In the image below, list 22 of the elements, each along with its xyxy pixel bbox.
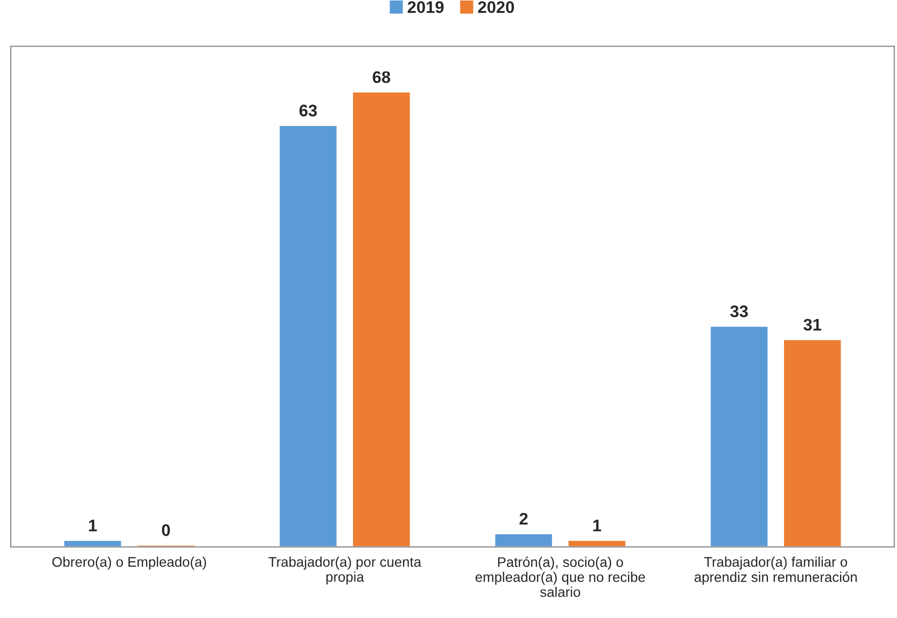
bar [352,91,412,547]
data-label: 68 [372,71,390,84]
data-label: 0 [162,524,170,536]
data-label: 2 [520,512,528,525]
x-tick-label: Patrón(a), socio(a) o empleador(a) que no recibe salario [476,556,645,597]
data-label: 1 [89,520,97,532]
x-tick-label: Trabajador(a) familiar o aprendiz sin remuneración [694,556,857,585]
x-tick-label: Obrero(a) o Empleado(a) [52,556,206,570]
bar [567,540,627,547]
data-label: 31 [804,318,822,331]
data-label: 63 [299,104,317,116]
data-label: 33 [730,305,748,318]
legend-label: 2020 [478,1,514,14]
bar [62,540,122,547]
bar [136,544,196,547]
bar [494,532,554,547]
legend-label: 2019 [408,1,444,14]
bar [782,338,842,547]
data-label: 1 [593,520,602,532]
bar [278,124,338,547]
bar [709,325,769,547]
x-tick-label: Trabajador(a) por cuenta propia [268,556,422,585]
